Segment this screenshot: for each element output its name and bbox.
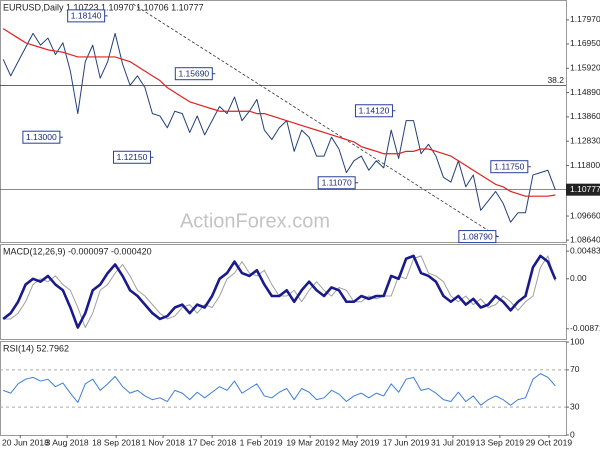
y-tick-label: 1.13860 (570, 111, 600, 121)
x-tick-label: 29 Oct 2019 (526, 437, 573, 447)
y-tick-label: 1.11800 (570, 160, 600, 170)
series-line (2, 254, 557, 329)
series-line (3, 373, 556, 406)
y-tick-label: 30 (570, 401, 580, 411)
annotation-label: 1.14120 (359, 106, 390, 116)
watermark: ActionForex.com (180, 210, 330, 232)
y-tick-label: 1.09660 (570, 210, 600, 220)
annotation-label: 1.11070 (322, 178, 352, 188)
y-tick-label: 0.00 (570, 273, 587, 283)
x-tick-label: 17 Jun 2019 (383, 437, 430, 447)
price-annotation: 1.12150 (112, 150, 154, 164)
rsi-panel (0, 341, 567, 436)
macd-panel (0, 244, 567, 340)
level-label: 38.2 (547, 75, 564, 85)
last-price-label: 1.10777 (570, 184, 600, 194)
annotation-label: 1.13000 (26, 132, 57, 142)
y-tick-label: 1.08640 (570, 234, 600, 244)
x-tick-label: 3 Aug 2018 (46, 437, 89, 447)
price-annotation: 1.15690 (174, 67, 216, 81)
y-tick-label: 100 (570, 336, 584, 346)
x-tick-label: 13 Sep 2019 (476, 437, 524, 447)
price-annotation: 1.08790 (458, 230, 499, 244)
price-title: EURUSD,Daily 1.10723 1.10970 1.10706 1.1… (3, 2, 204, 12)
x-tick-label: 20 Jun 2018 (2, 437, 49, 447)
y-tick-label: 1.15920 (570, 63, 600, 73)
x-tick-label: 1 Feb 2019 (240, 437, 283, 447)
y-tick-label: 1.14890 (570, 87, 600, 97)
annotation-box (112, 150, 151, 164)
x-tick-label: 19 Mar 2019 (286, 437, 334, 447)
annotation-label: 1.12150 (117, 152, 148, 162)
x-tick-label: 2 May 2019 (335, 437, 380, 447)
price-annotation: 1.11070 (317, 176, 359, 190)
y-tick-label: 0.004832 (570, 245, 600, 255)
y-tick-label: 1.17970 (570, 14, 600, 24)
annotation-label: 1.15690 (178, 68, 209, 78)
macd-title: MACD(12,26,9) -0.000097 -0.000420 (3, 246, 152, 256)
x-tick-label: 31 Jul 2019 (431, 437, 475, 447)
y-tick-label: 70 (570, 364, 580, 374)
x-tick-label: 18 Sep 2018 (92, 437, 140, 447)
y-tick-label: 1.16950 (570, 38, 600, 48)
y-tick-label: 1.12830 (570, 135, 600, 145)
price-annotation: 1.13000 (22, 130, 63, 144)
annotation-label: 1.11750 (494, 161, 524, 171)
x-tick-label: 17 Dec 2018 (188, 437, 236, 447)
price-panel (0, 0, 567, 243)
trend-line (132, 3, 501, 239)
series-line (2, 32, 556, 223)
x-tick-label: 1 Nov 2018 (141, 437, 185, 447)
series-line (3, 255, 556, 329)
series-line (2, 28, 556, 197)
price-annotation: 1.14120 (354, 104, 396, 118)
y-tick-label: 0 (570, 429, 575, 439)
y-tick-label: -0.008718 (570, 323, 600, 333)
rsi-title: RSI(14) 52.7962 (3, 343, 69, 353)
price-annotation: 1.11750 (490, 160, 531, 174)
annotation-label: 1.08790 (462, 231, 493, 241)
last-price-box (566, 183, 600, 196)
annotation-label: 1.18140 (71, 11, 102, 21)
price-annotation: 1.18140 (67, 9, 108, 23)
